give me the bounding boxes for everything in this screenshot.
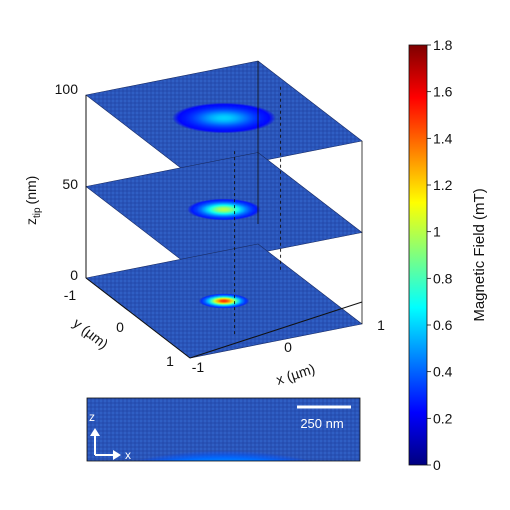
scale-bar-label: 250 nm bbox=[300, 416, 343, 431]
field-spot bbox=[187, 198, 261, 221]
y-axis-label: y (µm) bbox=[70, 315, 111, 352]
plane-z50 bbox=[85, 152, 363, 267]
x-axis-label: x (µm) bbox=[274, 360, 317, 388]
colorbar-tick-label: 0.6 bbox=[433, 317, 453, 333]
colorbar-tick-label: 0 bbox=[433, 457, 441, 473]
y-axis-line bbox=[85, 277, 191, 359]
colorbar-label: Magnetic Field (mT) bbox=[471, 188, 488, 321]
y-tick-label: -1 bbox=[64, 287, 77, 303]
colorbar-scale bbox=[408, 44, 428, 466]
colorbar-tick-label: 1 bbox=[433, 224, 441, 240]
box-edges bbox=[234, 61, 363, 335]
x-tick-label: 1 bbox=[377, 317, 385, 333]
cross-section-frame bbox=[86, 397, 361, 462]
x-arrowhead-icon bbox=[113, 450, 121, 460]
z-axis-label-main: z bbox=[23, 218, 39, 225]
y-tick-label: 0 bbox=[116, 319, 124, 335]
z-axis-label-sub: tip bbox=[32, 207, 43, 218]
field-spot bbox=[172, 102, 276, 134]
colorbar-tick-label: 0.4 bbox=[433, 364, 453, 380]
x-axis-line bbox=[189, 301, 363, 359]
colorbar-tick-label: 0.2 bbox=[433, 410, 453, 426]
colorbar-tick-label: 1.6 bbox=[433, 84, 453, 100]
z-tick-label: 50 bbox=[62, 176, 78, 192]
colorbar-tick-label: 1.8 bbox=[433, 37, 453, 53]
z-arrowhead-icon bbox=[90, 428, 100, 436]
axes-indicator: z x bbox=[89, 410, 131, 462]
stacked-planes bbox=[85, 60, 363, 359]
z-axis-label: ztip (nm) bbox=[23, 176, 43, 225]
colorbar-ticks: 0 0.2 0.4 0.6 0.8 1 1.2 1.4 1.6 1.8 bbox=[427, 37, 453, 473]
plane-z0 bbox=[85, 243, 363, 359]
svg-text:ztip(nm): ztip (nm) bbox=[23, 176, 43, 225]
z-axis: 100 50 0 ztip (nm) bbox=[23, 81, 87, 283]
colorbar-tick-label: 1.4 bbox=[433, 130, 453, 146]
field-spot bbox=[198, 293, 250, 309]
z-tick-label: 100 bbox=[55, 81, 79, 97]
colorbar-tick-label: 0.8 bbox=[433, 270, 453, 286]
z-axis-label-unit: (nm) bbox=[23, 176, 39, 205]
inset-z-label: z bbox=[89, 410, 95, 424]
x-tick-label: 0 bbox=[284, 339, 292, 355]
z-tick-label: 0 bbox=[70, 267, 78, 283]
y-tick-label: 1 bbox=[166, 353, 174, 369]
colorbar: 0 0.2 0.4 0.6 0.8 1 1.2 1.4 1.6 1.8 Magnetic Fiel… bbox=[408, 37, 488, 473]
x-tick-label: -1 bbox=[192, 359, 205, 375]
colorbar-tick-label: 1.2 bbox=[433, 177, 453, 193]
plane-z100 bbox=[85, 60, 363, 176]
cross-section-inset: 250 nm z x bbox=[86, 397, 361, 462]
inset-x-label: x bbox=[125, 448, 131, 462]
cross-section-field bbox=[87, 401, 360, 461]
